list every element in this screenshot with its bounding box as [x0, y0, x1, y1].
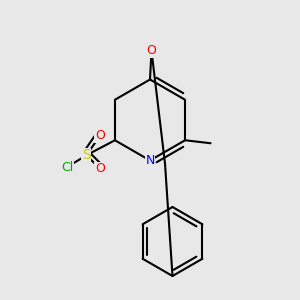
Text: S: S [82, 148, 91, 162]
Text: O: O [147, 44, 156, 58]
Text: O: O [95, 129, 105, 142]
Text: O: O [95, 162, 105, 175]
Text: N: N [145, 154, 155, 167]
Text: Cl: Cl [61, 161, 73, 174]
